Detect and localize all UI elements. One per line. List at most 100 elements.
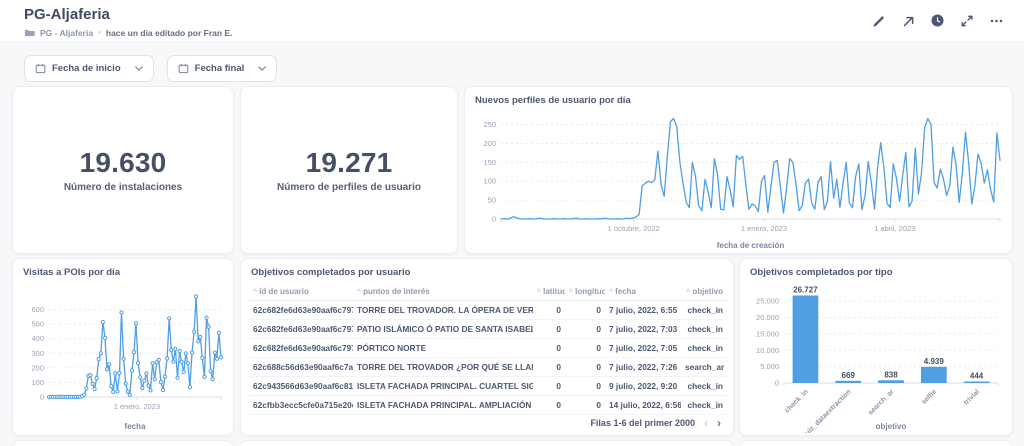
table-cell[interactable]: 7 julio, 2022, 7:05 [605, 339, 681, 358]
folder-icon [24, 27, 35, 38]
table-cell[interactable]: 0 [565, 377, 605, 396]
last-edited-text[interactable]: hace un día editado por Fran E. [106, 28, 233, 38]
clock-icon[interactable] [930, 13, 945, 28]
card-partial [12, 440, 234, 446]
svg-text:200: 200 [483, 139, 496, 148]
objetivos-tipo-bar-chart[interactable]: 05.00010.00015.00020.00025.000objetivo26… [742, 277, 1010, 433]
previous-page-icon[interactable]: ‹ [704, 418, 708, 428]
share-icon[interactable] [901, 14, 915, 28]
column-header[interactable]: ^id de usuario [249, 285, 353, 301]
scalar-value: 19.630 [80, 147, 167, 179]
table-cell[interactable]: 0 [565, 396, 605, 415]
table-cell[interactable]: 7 julio, 2022, 6:55 [605, 301, 681, 320]
table-cell[interactable]: check_in [681, 377, 727, 396]
table-cell[interactable]: TORRE DEL TROVADOR. LA ÓPERA DE VERDI [353, 301, 533, 320]
breadcrumb-collection[interactable]: PG - Aljaferia [40, 28, 93, 38]
table-cell[interactable]: check_in [681, 301, 727, 320]
table-cell[interactable]: 0 [533, 396, 565, 415]
table-cell[interactable]: 62c688c56d63e90aaf6c7a0f [249, 358, 353, 377]
table-cell[interactable]: 7 julio, 2022, 7:03 [605, 320, 681, 339]
nuevos-perfiles-line-chart[interactable]: 0501001502002501 octubre, 20221 enero, 2… [469, 109, 1008, 252]
table-cell[interactable]: 0 [533, 377, 565, 396]
chart-title[interactable]: Visitas a POIs por día [23, 267, 120, 278]
column-header[interactable]: ^fecha [605, 285, 681, 301]
breadcrumb: PG - Aljaferia • hace un día editado por… [24, 27, 232, 38]
column-header[interactable]: ^longitud [565, 285, 605, 301]
svg-text:5.000: 5.000 [760, 362, 779, 371]
svg-text:0: 0 [775, 379, 779, 388]
table-cell[interactable]: 62c682fe6d63e90aaf6c7973 [249, 301, 353, 320]
chevron-down-icon [258, 66, 266, 71]
column-header[interactable]: ^latitud [533, 285, 565, 301]
svg-text:100: 100 [483, 177, 496, 186]
card-numero-perfiles[interactable]: 19.271 Número de perfiles de usuario [240, 86, 458, 254]
svg-text:444: 444 [970, 372, 984, 381]
card-visitas-pois-chart: Visitas a POIs por día 01002003004005006… [12, 258, 234, 436]
table-cell[interactable]: 0 [565, 339, 605, 358]
table-cell[interactable]: ISLETA FACHADA PRINCIPAL. CUARTEL SIGLO … [353, 377, 533, 396]
filter-fecha-inicio[interactable]: Fecha de inicio [24, 55, 154, 82]
table-cell[interactable]: PATIO ISLÁMICO Ó PATIO DE SANTA ISABEL [353, 320, 533, 339]
filter-fecha-final[interactable]: Fecha final [167, 55, 278, 82]
more-icon[interactable] [989, 14, 1004, 28]
table-cell[interactable]: search_ar [681, 358, 727, 377]
svg-text:search_ar: search_ar [867, 388, 896, 417]
table-footer: Filas 1-6 del primer 2000 ‹ › [590, 418, 721, 428]
table-cell[interactable]: ISLETA FACHADA PRINCIPAL. AMPLIACIÓN DE … [353, 396, 533, 415]
table-cell[interactable]: check_in [681, 320, 727, 339]
svg-text:250: 250 [483, 120, 496, 129]
sort-icon: ^ [357, 289, 361, 296]
sort-icon: ^ [686, 289, 690, 296]
table-cell[interactable]: check_in [681, 396, 727, 415]
table-title[interactable]: Objetivos completados por usuario [251, 267, 410, 278]
svg-text:15.000: 15.000 [756, 329, 779, 338]
calendar-icon [35, 63, 46, 74]
svg-text:50: 50 [488, 196, 496, 205]
table-cell[interactable]: 62c943566d63e90aaf6c8173 [249, 377, 353, 396]
column-header[interactable]: ^puntos de interés [353, 285, 533, 301]
card-numero-instalaciones[interactable]: 19.630 Número de instalaciones [12, 86, 234, 254]
svg-text:1 enero, 2023: 1 enero, 2023 [114, 402, 160, 411]
filter-label: Fecha final [195, 63, 245, 74]
table-cell[interactable]: 62c682fe6d63e90aaf6c7973 [249, 320, 353, 339]
header-actions [872, 13, 1004, 28]
table-cell[interactable]: 0 [565, 358, 605, 377]
svg-text:selfie: selfie [921, 388, 939, 406]
table-cell[interactable]: 0 [565, 301, 605, 320]
card-partial [240, 440, 734, 446]
table-cell[interactable]: TORRE DEL TROVADOR ¿POR QUÉ SE LLAMA DEL… [353, 358, 533, 377]
table-cell[interactable]: 0 [533, 339, 565, 358]
scalar-label: Número de perfiles de usuario [277, 182, 421, 193]
filter-label: Fecha de inicio [52, 63, 121, 74]
table-cell[interactable]: 62c682fe6d63e90aaf6c7973 [249, 339, 353, 358]
svg-text:600: 600 [31, 305, 44, 314]
table-cell[interactable]: 0 [533, 358, 565, 377]
table-cell[interactable]: 0 [533, 320, 565, 339]
svg-text:838: 838 [884, 370, 898, 379]
rows-count-text: Filas 1-6 del primer 2000 [590, 418, 695, 428]
table-cell[interactable]: 62cfbb3ecc5cfe0a715e20ca [249, 396, 353, 415]
table-cell[interactable]: 0 [565, 320, 605, 339]
svg-text:check_in: check_in [784, 388, 810, 414]
breadcrumb-separator: • [98, 28, 101, 37]
chevron-down-icon [135, 66, 143, 71]
table-cell[interactable]: 7 julio, 2022, 7:26 [605, 358, 681, 377]
svg-text:1 octubre, 2022: 1 octubre, 2022 [608, 224, 660, 233]
table-cell[interactable]: check_in [681, 339, 727, 358]
table-cell[interactable]: 0 [533, 301, 565, 320]
svg-text:0: 0 [40, 393, 44, 402]
table-cell[interactable]: 14 julio, 2022, 6:56 [605, 396, 681, 415]
visitas-pois-line-chart[interactable]: 01002003004005006001 enero, 2023fecha [15, 285, 231, 433]
column-header[interactable]: ^objetivo [681, 285, 727, 301]
table-cell[interactable]: PÓRTICO NORTE [353, 339, 533, 358]
svg-text:26.727: 26.727 [793, 286, 818, 295]
svg-text:25.000: 25.000 [756, 297, 779, 306]
svg-text:trivial: trivial [963, 388, 981, 406]
svg-text:1 enero, 2023: 1 enero, 2023 [741, 224, 787, 233]
chart-title[interactable]: Nuevos perfiles de usuario por día [475, 95, 631, 106]
table-cell[interactable]: 9 julio, 2022, 9:20 [605, 377, 681, 396]
fullscreen-icon[interactable] [960, 14, 974, 28]
next-page-icon[interactable]: › [717, 418, 721, 428]
scalar-label: Número de instalaciones [64, 182, 182, 193]
edit-icon[interactable] [872, 14, 886, 28]
